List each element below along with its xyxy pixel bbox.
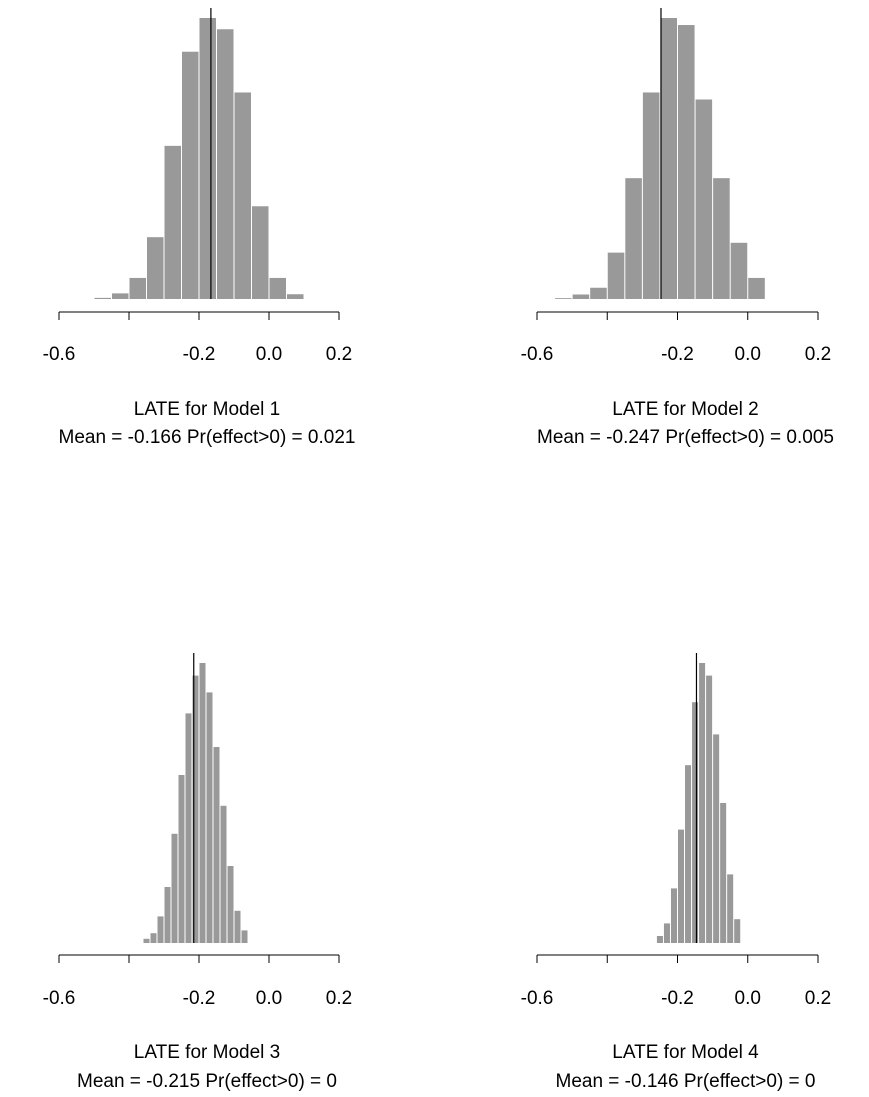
x-tick-label: 0.2: [326, 344, 352, 365]
histogram-bar: [157, 916, 164, 943]
histogram-bar: [625, 178, 642, 299]
x-tick-label: 0.2: [805, 344, 831, 365]
histogram-bar: [213, 747, 220, 943]
histogram-bar: [234, 92, 251, 299]
x-tick-label: -0.2: [661, 344, 694, 365]
panel-model-4: -0.6 -0.2 0.0 0.2 LATE for Model 4 Mean = -0.…: [521, 653, 831, 1092]
chart-subtitle: Mean = -0.166 Pr(effect>0) = 0.021: [59, 427, 356, 448]
histogram-bar: [678, 25, 695, 300]
histogram-bar: [685, 765, 692, 943]
x-tick-label: 0.0: [256, 344, 282, 365]
x-tick-label: 0.0: [735, 988, 761, 1009]
histogram-bar: [678, 829, 685, 943]
histogram-bar: [164, 887, 171, 943]
histogram-bar: [590, 287, 607, 299]
chart-title: LATE for Model 1: [134, 399, 280, 420]
histogram-bar: [713, 178, 730, 299]
histogram-bar: [147, 237, 164, 299]
histogram-bar: [656, 936, 663, 943]
histogram-bar: [642, 92, 660, 299]
x-tick-label: 0.0: [256, 988, 282, 1009]
x-tick-label: -0.6: [43, 344, 76, 365]
x-tick-label: -0.2: [661, 988, 694, 1009]
histogram-bar: [220, 805, 227, 943]
x-tick-label: 0.0: [735, 344, 761, 365]
histogram-bar: [287, 294, 304, 299]
histogram-bar: [171, 833, 178, 943]
chart-subtitle: Mean = -0.247 Pr(effect>0) = 0.005: [537, 427, 834, 448]
x-tick-label: -0.6: [521, 988, 554, 1009]
chart-subtitle: Mean = -0.146 Pr(effect>0) = 0: [556, 1071, 816, 1092]
histogram-bar: [555, 298, 572, 299]
histogram-bar: [206, 692, 213, 943]
histogram-bar: [112, 293, 129, 299]
histogram-bar: [94, 297, 111, 299]
chart-title: LATE for Model 4: [612, 1042, 759, 1063]
histogram-bar: [730, 242, 748, 299]
histogram-bar: [129, 277, 146, 299]
panel-model-2: -0.6 -0.2 0.0 0.2 LATE for Model 2 Mean = -0.…: [521, 8, 834, 448]
histogram-bar: [713, 734, 720, 943]
x-tick-label: -0.6: [521, 344, 554, 365]
histogram-bar: [192, 675, 199, 943]
histogram-bar: [670, 888, 677, 943]
histogram-bar: [727, 874, 734, 943]
histogram-bar: [234, 910, 241, 943]
x-tick-label: 0.2: [326, 988, 352, 1009]
histogram-bar: [182, 51, 199, 299]
histogram-bar: [185, 713, 192, 943]
histogram-bar: [692, 702, 699, 943]
chart-title: LATE for Model 2: [612, 399, 758, 420]
histogram-bar: [164, 145, 181, 299]
histogram-bar: [252, 206, 269, 299]
histogram-bar: [150, 933, 157, 943]
panel-model-3: -0.6 -0.2 0.0 0.2 LATE for Model 3 Mean = -0.…: [43, 653, 352, 1092]
x-tick-label: -0.6: [43, 988, 76, 1009]
chart-title: LATE for Model 3: [134, 1042, 280, 1063]
histogram-bar: [143, 938, 150, 943]
histogram-bar: [734, 919, 741, 943]
x-tick-label: 0.2: [805, 988, 831, 1009]
histogram-bar: [695, 99, 713, 300]
histogram-bar: [572, 294, 590, 299]
histogram-bar: [607, 252, 625, 299]
histogram-bar: [660, 18, 677, 299]
histogram-bar: [178, 775, 185, 943]
histogram-bar: [663, 923, 670, 943]
x-tick-label: -0.2: [183, 988, 216, 1009]
histogram-bar: [720, 803, 727, 943]
histogram-bar: [748, 277, 765, 299]
panel-model-1: -0.6 -0.2 0.0 0.2 LATE for Model 1 Mean = -0.…: [43, 8, 356, 448]
histogram-bar: [269, 277, 286, 299]
histogram-bar: [699, 663, 706, 943]
histogram-bar: [241, 930, 248, 943]
x-tick-label: -0.2: [183, 344, 216, 365]
chart-subtitle: Mean = -0.215 Pr(effect>0) = 0: [77, 1071, 337, 1092]
histogram-bar: [217, 29, 234, 300]
histogram-bar: [706, 675, 713, 943]
histogram-bar: [199, 663, 206, 943]
histogram-bar: [227, 866, 234, 943]
histogram-bar: [199, 18, 216, 299]
